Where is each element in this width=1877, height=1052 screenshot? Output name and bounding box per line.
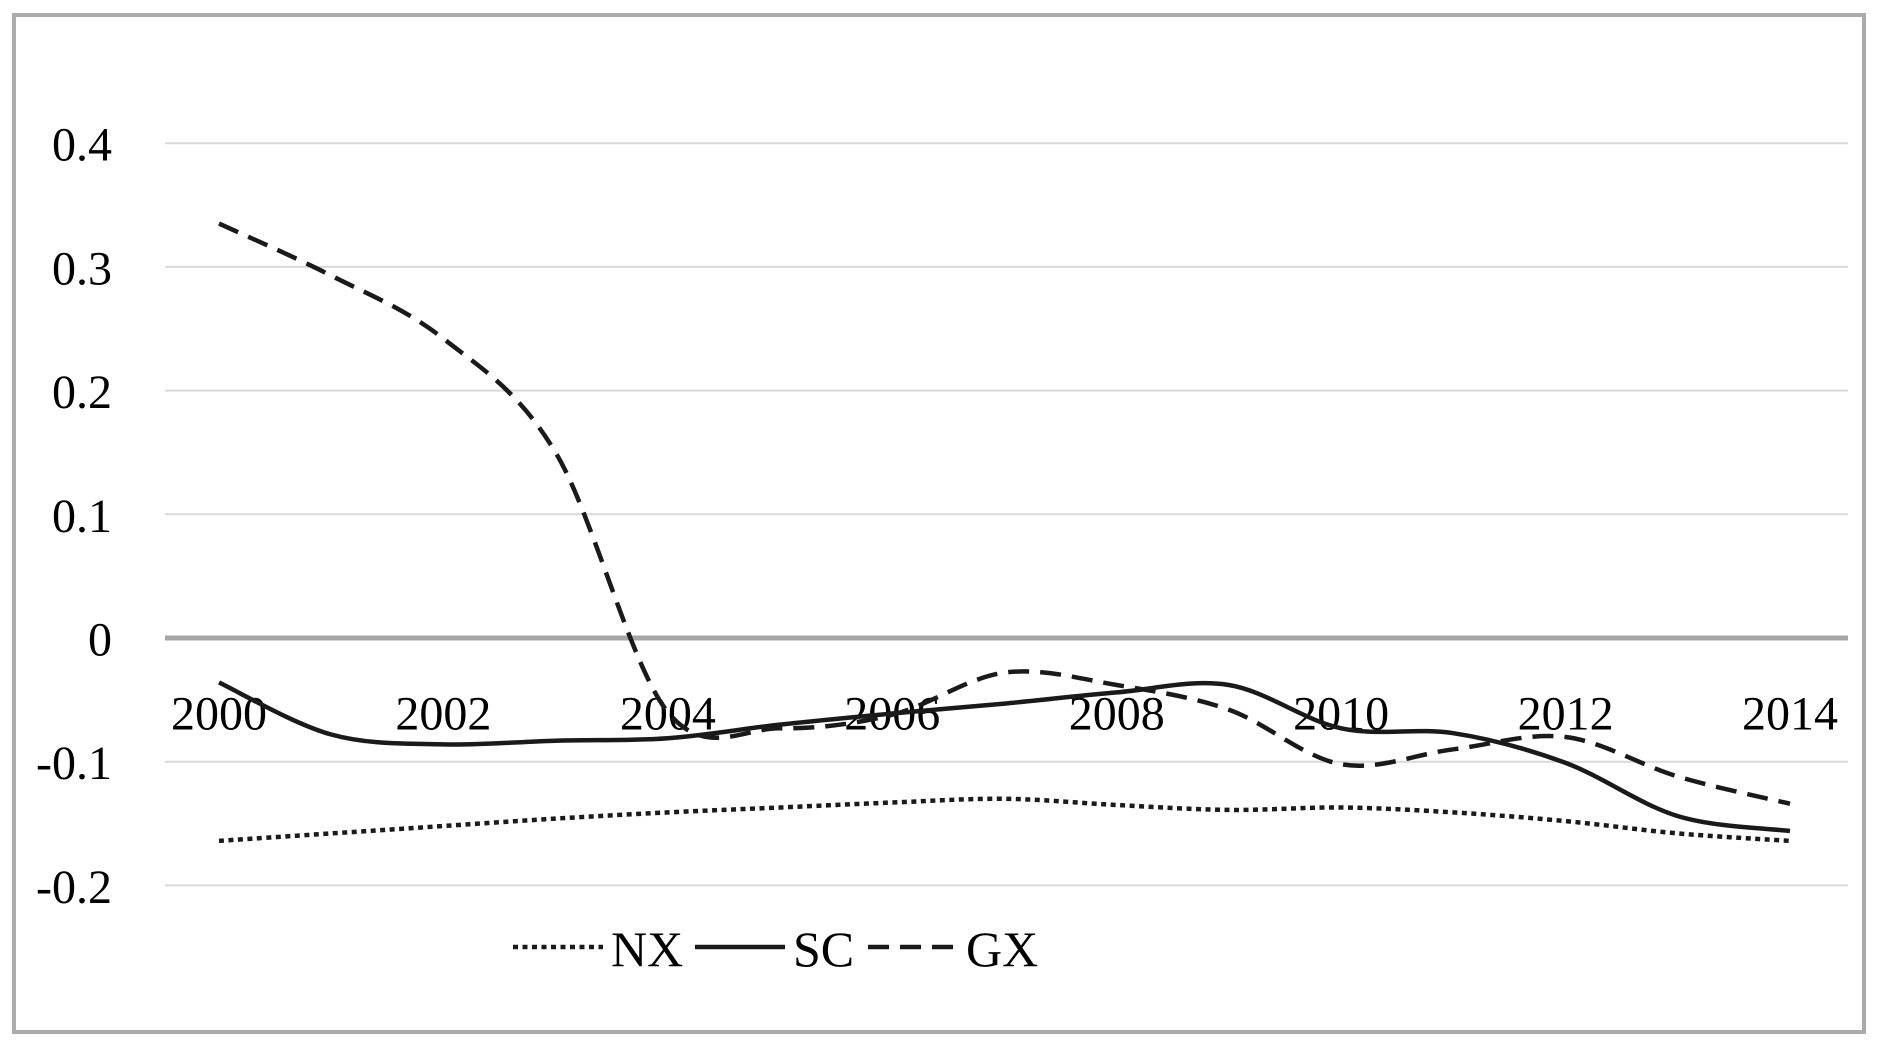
legend-label-GX: GX — [966, 921, 1038, 977]
x-tick-label-2002: 2002 — [395, 688, 491, 741]
x-tick-label-2000: 2000 — [171, 688, 267, 741]
legend-label-SC: SC — [793, 921, 854, 977]
series-line-NX — [218, 796, 1791, 844]
series-line-GX — [218, 221, 1791, 806]
x-tick-label-2004: 2004 — [620, 688, 716, 741]
legend-label-NX: NX — [611, 921, 683, 977]
y-tick-label-0.3: 0.3 — [52, 242, 112, 295]
y-tick-label-0.2: 0.2 — [52, 366, 112, 419]
y-tick-label-0: 0 — [88, 614, 112, 667]
series-line-SC — [218, 680, 1791, 834]
y-tick-label-0.4: 0.4 — [52, 119, 112, 172]
x-tick-label-2012: 2012 — [1518, 688, 1614, 741]
y-tick-label--0.1: -0.1 — [36, 737, 112, 790]
y-tick-label-0.1: 0.1 — [52, 490, 112, 543]
y-tick-label--0.2: -0.2 — [36, 861, 112, 914]
chart-border-frame — [12, 13, 1866, 1034]
x-tick-label-2014: 2014 — [1742, 688, 1838, 741]
